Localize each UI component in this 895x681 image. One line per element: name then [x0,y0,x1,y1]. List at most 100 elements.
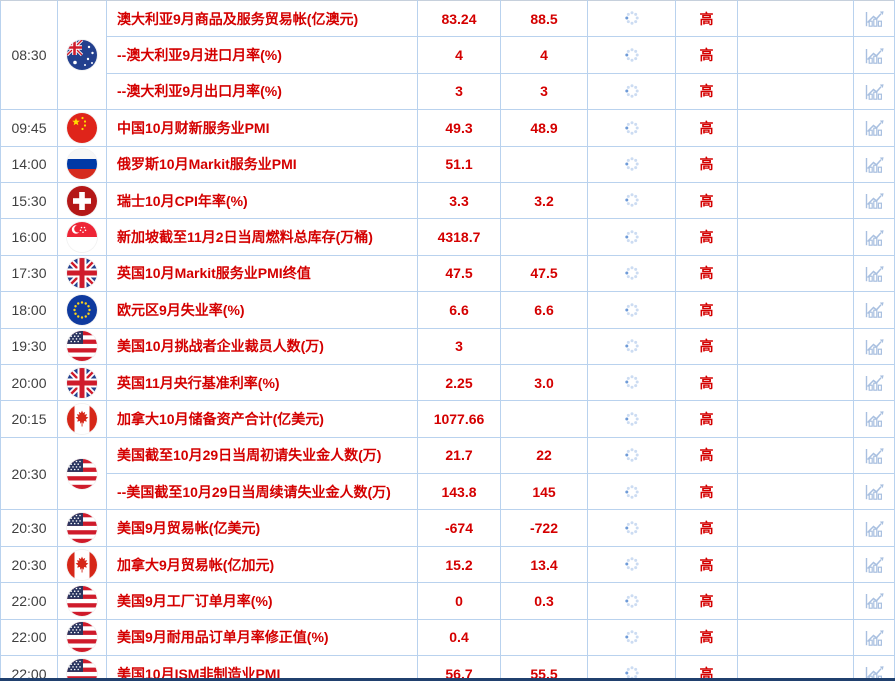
event-name-link[interactable]: 加拿大9月贸易帐(亿加元) [106,545,418,584]
value1-cell: 4318.7 [417,218,501,256]
flag-china-icon [67,112,97,143]
chart-button[interactable] [853,254,895,293]
flag-cell [57,618,107,657]
value1-cell: 83.24 [417,0,501,38]
flag-cell [57,545,107,584]
time-cell: 19:30 [0,327,58,365]
event-name-link[interactable]: --澳大利亚9月出口月率(%) [106,72,418,111]
chart-button[interactable] [853,181,895,220]
chart-button[interactable] [853,363,895,402]
chart-button[interactable] [853,72,895,111]
chart-button[interactable] [853,218,895,256]
value2-cell: 13.4 [500,545,588,584]
bar-chart-icon [863,119,886,137]
value2-cell: 55.5 [500,655,588,681]
empty-cell [737,509,854,547]
flag-cell [57,254,107,293]
event-name-link[interactable]: 英国10月Markit服务业PMI终值 [106,254,418,293]
table-row: 20:00 英国11月央行基准利率(%) 2.25 3.0 高 [0,363,895,402]
chart-button[interactable] [853,545,895,584]
importance-badge: 高 [675,218,738,256]
loading-spinner-icon [587,109,676,147]
event-name-link[interactable]: 瑞士10月CPI年率(%) [106,181,418,220]
loading-spinner-icon [587,618,676,657]
importance-badge: 高 [675,72,738,111]
empty-cell [737,473,854,511]
time-cell: 18:00 [0,291,58,329]
bar-chart-icon [863,337,886,355]
event-name-link[interactable]: 美国截至10月29日当周初请失业金人数(万) [106,436,418,475]
event-name-link[interactable]: 美国10月ISM非制造业PMI [106,655,418,681]
bar-chart-icon [863,46,886,64]
table-row: 22:00 美国9月耐用品订单月率修正值(%) 0.4 高 [0,618,895,657]
flag-cell [57,436,107,511]
time-cell: 15:30 [0,181,58,220]
event-name-link[interactable]: --澳大利亚9月进口月率(%) [106,36,418,74]
bar-chart-icon [863,265,886,282]
importance-badge: 高 [675,509,738,547]
event-name-link[interactable]: 加拿大10月储备资产合计(亿美元) [106,400,418,438]
chart-button[interactable] [853,109,895,147]
event-name-link[interactable]: 美国10月挑战者企业裁员人数(万) [106,327,418,365]
empty-cell [737,655,854,681]
flag-usa-icon [67,513,97,544]
time-cell: 22:00 [0,618,58,657]
empty-cell [737,72,854,111]
flag-usa-icon [67,585,97,616]
bar-chart-icon [863,301,886,319]
event-name-link[interactable]: 中国10月财新服务业PMI [106,109,418,147]
chart-button[interactable] [853,582,895,620]
table-row: 15:30 瑞士10月CPI年率(%) 3.3 3.2 高 [0,181,895,220]
value1-cell: 15.2 [417,545,501,584]
table-row: --美国截至10月29日当周续请失业金人数(万) 143.8 145 高 [1,473,895,511]
chart-button[interactable] [853,0,895,38]
table-row: 20:30 美国9月贸易帐(亿美元) -674 -722 高 [0,509,895,547]
chart-button[interactable] [853,509,895,547]
value2-cell: 3.0 [500,363,588,402]
chart-button[interactable] [853,36,895,74]
time-cell: 20:30 [0,436,58,511]
importance-badge: 高 [675,363,738,402]
bar-chart-icon [863,592,886,610]
event-name-link[interactable]: --美国截至10月29日当周续请失业金人数(万) [106,473,418,511]
chart-button[interactable] [853,436,895,475]
loading-spinner-icon [587,473,676,511]
event-name-link[interactable]: 澳大利亚9月商品及服务贸易帐(亿澳元) [106,0,418,38]
loading-spinner-icon [587,218,676,256]
value2-cell [500,145,588,183]
flag-canada-icon [67,403,97,434]
flag-cell [57,509,107,547]
flag-cell [57,218,107,256]
event-name-link[interactable]: 俄罗斯10月Markit服务业PMI [106,145,418,183]
chart-button[interactable] [853,655,895,681]
chart-button[interactable] [853,618,895,657]
loading-spinner-icon [587,36,676,74]
event-name-link[interactable]: 美国9月工厂订单月率(%) [106,582,418,620]
table-row: 14:00 俄罗斯10月Markit服务业PMI 51.1 高 [0,145,895,183]
empty-cell [737,254,854,293]
value2-cell: 6.6 [500,291,588,329]
time-cell: 20:15 [0,400,58,438]
event-name-link[interactable]: 美国9月贸易帐(亿美元) [106,509,418,547]
loading-spinner-icon [587,291,676,329]
chart-button[interactable] [853,145,895,183]
table-row: 18:00 欧元区9月失业率(%) 6.6 6.6 高 [0,291,895,329]
loading-spinner-icon [587,509,676,547]
loading-spinner-icon [587,582,676,620]
chart-button[interactable] [853,400,895,438]
chart-button[interactable] [853,327,895,365]
value1-cell: 47.5 [417,254,501,293]
importance-badge: 高 [675,473,738,511]
event-name-link[interactable]: 欧元区9月失业率(%) [106,291,418,329]
event-name-link[interactable]: 美国9月耐用品订单月率修正值(%) [106,618,418,657]
chart-button[interactable] [853,473,895,511]
value2-cell: 3.2 [500,181,588,220]
flag-cell [57,0,107,111]
event-name-link[interactable]: 英国11月央行基准利率(%) [106,363,418,402]
empty-cell [737,436,854,475]
empty-cell [737,181,854,220]
empty-cell [737,582,854,620]
event-name-link[interactable]: 新加坡截至11月2日当周燃料总库存(万桶) [106,218,418,256]
chart-button[interactable] [853,291,895,329]
value1-cell: 3.3 [417,181,501,220]
